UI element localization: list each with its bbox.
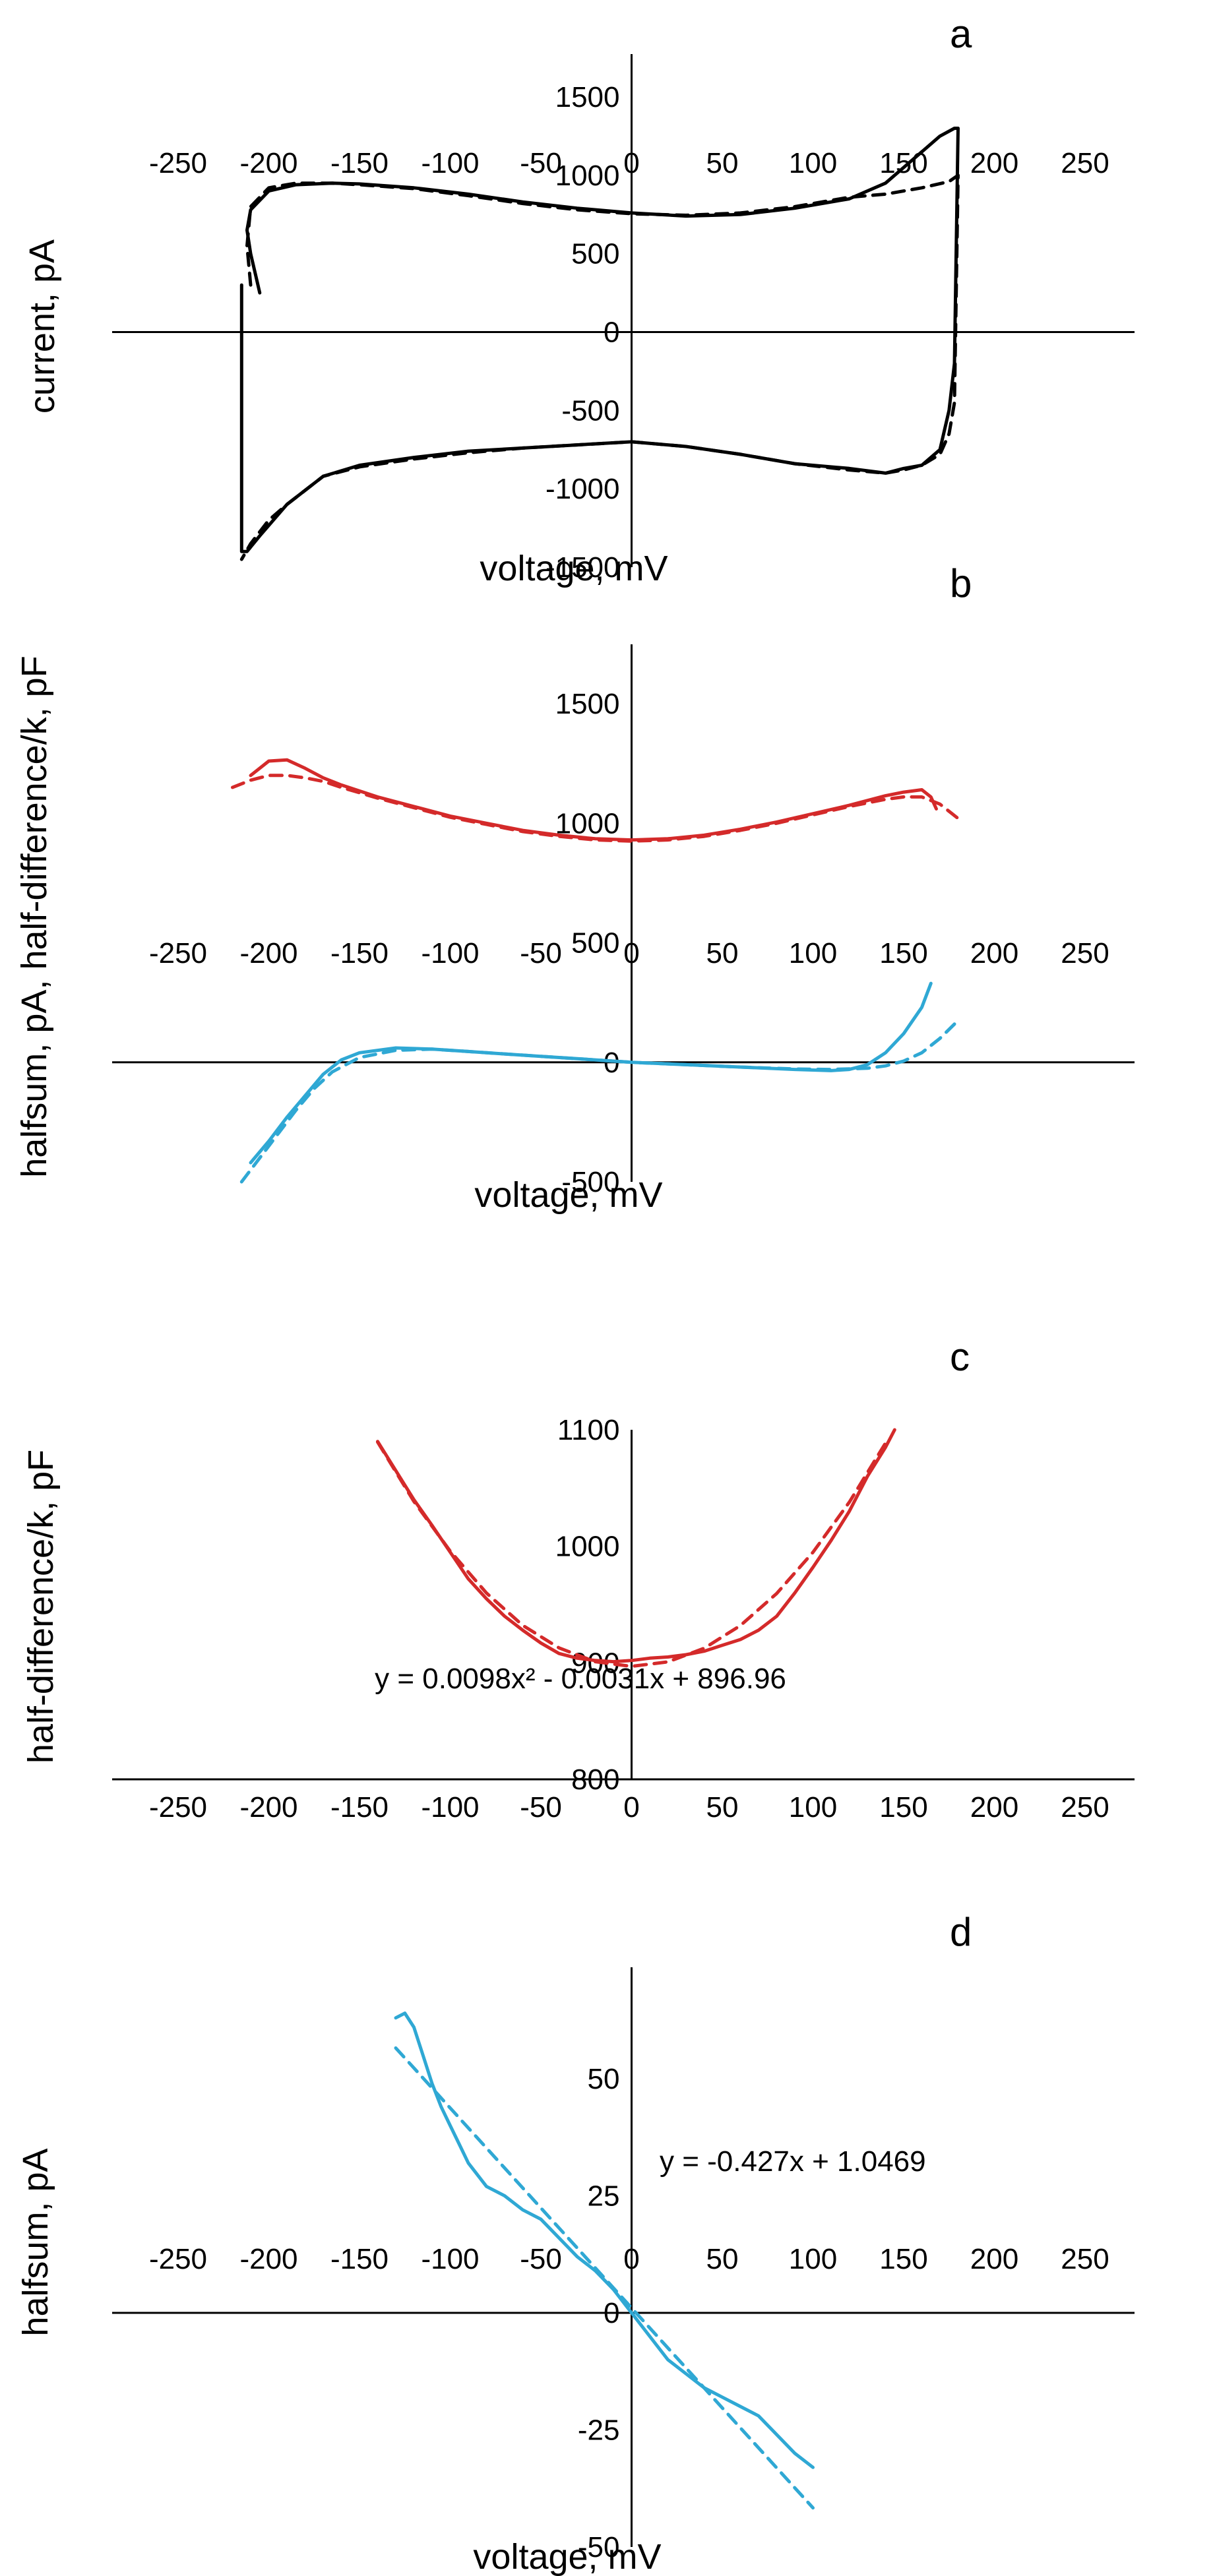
x-tick-label: -50: [520, 147, 562, 179]
y-tick-label: -50: [578, 2531, 620, 2563]
x-tick-label: 50: [706, 937, 739, 969]
x-tick-label: -150: [330, 2243, 389, 2275]
panel-c-series: [376, 1428, 896, 1669]
series-line-half-difference-k-fit-: [231, 774, 960, 843]
panel-d-letter: d: [950, 1910, 972, 1954]
panel-d: d -250 -200 -150 -100 -50 0 50 100 150 200 250-50-…: [16, 1910, 1135, 2576]
x-tick-label: -200: [239, 937, 297, 969]
x-tick-label: -50: [520, 1791, 562, 1824]
panel-a-x-axis-title: voltage, mV: [480, 549, 668, 588]
y-tick-label: 1500: [555, 81, 620, 113]
series-line-quadratic-fit: [376, 1440, 887, 1669]
y-tick-label: 500: [571, 927, 619, 960]
x-tick-label: 50: [706, 2243, 739, 2275]
panel-c-letter: c: [950, 1335, 970, 1379]
x-tick-label: 150: [879, 1791, 927, 1824]
x-tick-label: 0: [623, 147, 639, 179]
x-tick-label: -200: [239, 147, 297, 179]
x-tick-label: 100: [789, 937, 837, 969]
x-tick-label: -100: [421, 937, 479, 969]
panel-b-y-axis-title: halfsum, pA, half-difference/k, pF: [15, 656, 54, 1177]
x-tick-label: 250: [1061, 147, 1109, 179]
panel-c-tick-labels: -250 -200 -150 -100 -50 0 50 100 150 200 250800900…: [149, 1414, 1109, 1824]
panel-d-tick-labels: -250 -200 -150 -100 -50 0 50 100 150 200 250-50-25…: [149, 2063, 1109, 2563]
panel-b-tick-labels: -250 -200 -150 -100 -50 0 50 100 150 200 250-50005…: [149, 688, 1109, 1198]
y-tick-label: 1100: [557, 1414, 620, 1446]
panel-d-trendline-equation: y = -0.427x + 1.0469: [660, 2145, 926, 2178]
x-tick-label: -100: [421, 1791, 479, 1824]
x-tick-label: -150: [330, 1791, 389, 1824]
y-tick-label: -500: [561, 1166, 619, 1198]
x-tick-label: -250: [149, 147, 207, 179]
panel-c-y-axis-title: half-difference/k, pF: [21, 1450, 61, 1763]
x-tick-label: 150: [879, 2243, 927, 2275]
x-tick-label: -250: [149, 2243, 207, 2275]
x-tick-label: 0: [623, 1791, 639, 1824]
x-tick-label: -100: [421, 2243, 479, 2275]
panel-b-series: [231, 758, 960, 1184]
y-tick-label: -1500: [545, 551, 620, 584]
y-tick-label: 500: [571, 238, 619, 270]
x-tick-label: 200: [970, 2243, 1018, 2275]
panel-b: b -250 -200 -150 -100 -50 0 50 100 150 200 250-500…: [15, 561, 1135, 1215]
y-tick-label: 0: [604, 317, 619, 349]
series-line-linear-fit: [394, 2046, 815, 2510]
series-line-half-difference-k-measured-: [376, 1428, 896, 1664]
panel-b-letter: b: [950, 561, 972, 605]
y-tick-label: 0: [604, 2297, 619, 2329]
y-tick-label: 1500: [555, 688, 620, 720]
y-tick-label: 800: [571, 1763, 619, 1796]
series-line-halfsum-measured-: [249, 981, 933, 1165]
x-tick-label: 100: [789, 2243, 837, 2275]
panel-d-y-axis-title: halfsum, pA: [16, 2148, 55, 2336]
y-tick-label: 50: [588, 2063, 620, 2095]
x-tick-label: -200: [239, 1791, 297, 1824]
y-tick-label: -25: [578, 2414, 620, 2447]
series-line-current-fit-: [239, 173, 960, 561]
panel-a-series: [239, 127, 960, 561]
panel-a-tick-labels: -250 -200 -150 -100 -50 0 50 100 150 200 250-1500-…: [149, 81, 1109, 584]
series-line-half-difference-k-measured-: [249, 758, 938, 842]
panel-d-axes: [112, 1967, 1135, 2547]
x-tick-label: 100: [789, 147, 837, 179]
x-tick-label: 0: [623, 2243, 639, 2275]
panel-c: c -250 -200 -150 -100 -50 0 50 100 150 200 2508009…: [21, 1335, 1135, 1824]
x-tick-label: 200: [970, 147, 1018, 179]
y-tick-label: -500: [561, 394, 619, 427]
x-tick-label: 250: [1061, 1791, 1109, 1824]
x-tick-label: -150: [330, 147, 389, 179]
x-tick-label: 50: [706, 147, 739, 179]
x-tick-label: -250: [149, 937, 207, 969]
y-tick-label: 1000: [555, 160, 620, 192]
y-tick-label: -1000: [545, 473, 620, 505]
panel-a-axes: [112, 54, 1135, 567]
x-tick-label: -250: [149, 1791, 207, 1824]
x-tick-label: -200: [239, 2243, 297, 2275]
x-tick-label: 200: [970, 937, 1018, 969]
panel-c-axes: [112, 1430, 1135, 1781]
panel-d-series: [394, 2011, 815, 2510]
y-tick-label: 25: [588, 2180, 620, 2213]
x-tick-label: 150: [879, 937, 927, 969]
x-tick-label: 200: [970, 1791, 1018, 1824]
panel-b-axes: [112, 644, 1135, 1182]
x-tick-label: 100: [789, 1791, 837, 1824]
x-tick-label: -100: [421, 147, 479, 179]
panel-d-x-axis-title: voltage, mV: [473, 2537, 661, 2576]
panel-a-letter: a: [950, 12, 972, 56]
panel-a-y-axis-title: current, pA: [22, 239, 62, 414]
x-tick-label: 50: [706, 1791, 739, 1824]
x-tick-label: -50: [520, 937, 562, 969]
panel-b-x-axis-title: voltage, mV: [474, 1175, 662, 1215]
panel-c-trendline-equation: y = 0.0098x² - 0.0031x + 896.96: [375, 1663, 786, 1695]
x-tick-label: 250: [1061, 2243, 1109, 2275]
panel-a: a -250 -200 -150 -100 -50 0 50 100 150 200 250-150…: [22, 12, 1135, 588]
x-tick-label: -150: [330, 937, 389, 969]
y-tick-label: 1000: [555, 1531, 620, 1563]
x-tick-label: -50: [520, 2243, 562, 2275]
series-line-halfsum-fit-: [239, 1022, 956, 1184]
x-tick-label: 250: [1061, 937, 1109, 969]
x-tick-label: 0: [623, 937, 639, 969]
